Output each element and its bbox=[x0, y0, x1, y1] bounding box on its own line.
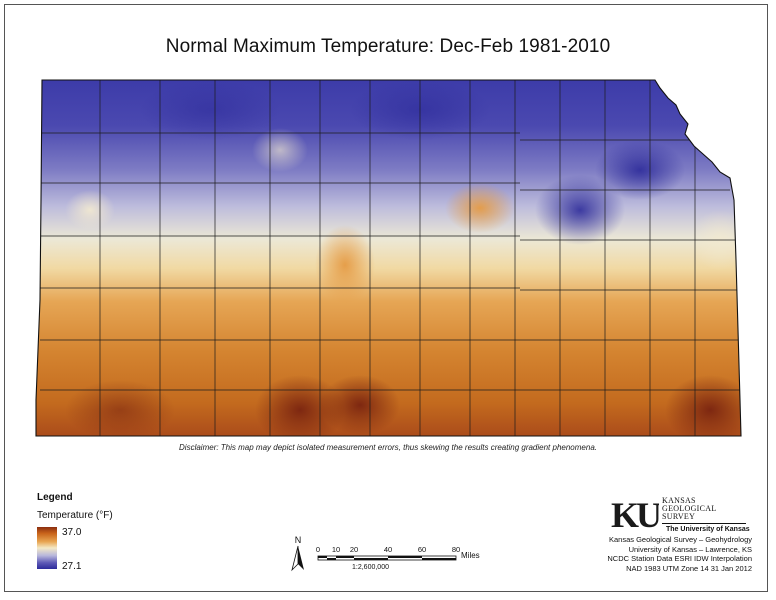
credit-line-1: Kansas Geological Survey – Geohydrology bbox=[609, 535, 752, 544]
credits-block: Kansas Geological Survey – Geohydrology … bbox=[607, 535, 752, 573]
map-frame bbox=[4, 4, 768, 592]
temperature-surface bbox=[36, 80, 741, 436]
legend-subtitle: Temperature (°F) bbox=[37, 510, 113, 521]
scale-bar: 0 10 20 40 60 80 bbox=[316, 545, 460, 561]
legend-min-label: 27.1 bbox=[62, 561, 82, 572]
disclaimer-text: Disclaimer: This map may depict isolated… bbox=[179, 443, 597, 452]
scale-tick-80: 80 bbox=[452, 545, 460, 554]
state-outline bbox=[35, 79, 742, 437]
county-boundaries bbox=[40, 80, 740, 436]
north-arrow-icon: N bbox=[291, 535, 304, 572]
credit-line-4: NAD 1983 UTM Zone 14 31 Jan 2012 bbox=[626, 563, 752, 573]
credit-line-2: University of Kansas – Lawrence, KS bbox=[628, 544, 752, 554]
scale-tick-20: 20 bbox=[350, 545, 358, 554]
ku-logo-text: KU bbox=[611, 496, 659, 532]
legend-max-label: 37.0 bbox=[62, 527, 82, 538]
ku-logo-icon: KU bbox=[611, 496, 659, 532]
kgs-name-line-1: KANSAS bbox=[662, 496, 696, 505]
scale-tick-40: 40 bbox=[384, 545, 392, 554]
branding-divider bbox=[662, 523, 746, 524]
kgs-name-line-3: SURVEY bbox=[662, 512, 696, 521]
north-label: N bbox=[295, 535, 302, 545]
kgs-name-line-2: GEOLOGICAL bbox=[662, 504, 717, 513]
scale-tick-60: 60 bbox=[418, 545, 426, 554]
legend-color-ramp bbox=[37, 527, 57, 569]
scale-ratio-label: 1:2,600,000 bbox=[352, 564, 389, 571]
legend-title: Legend bbox=[37, 492, 73, 503]
scale-tick-0: 0 bbox=[316, 545, 320, 554]
credit-line-3: NCDC Station Data ESRI IDW Interpolation bbox=[607, 554, 752, 563]
scale-tick-10: 10 bbox=[332, 545, 340, 554]
map-title: Normal Maximum Temperature: Dec-Feb 1981… bbox=[165, 36, 611, 57]
kgs-name: KANSAS GEOLOGICAL SURVEY bbox=[662, 497, 717, 521]
scale-unit-label: Miles bbox=[461, 551, 480, 560]
university-name: The University of Kansas bbox=[666, 526, 750, 533]
